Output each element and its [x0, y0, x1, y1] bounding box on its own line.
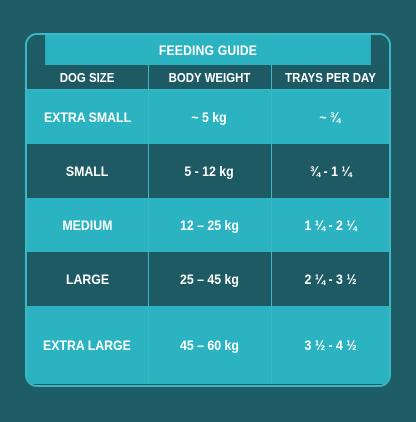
trays-per-day-cell: 2 ¼ - 3 ½: [271, 252, 389, 306]
table-row: LARGE 25 – 45 kg 2 ¼ - 3 ½: [27, 252, 389, 306]
trays-per-day-cell: ~ ¾: [271, 89, 389, 144]
body-weight-cell: ~ 5 kg: [148, 89, 272, 144]
table-row: EXTRA LARGE 45 – 60 kg 3 ½ - 4 ½: [27, 306, 389, 384]
feeding-guide-card: FEEDING GUIDE DOG SIZE BODY WEIGHT TRAYS…: [25, 33, 391, 387]
table-row: MEDIUM 12 – 25 kg 1 ¼ - 2 ¼: [27, 198, 389, 252]
body-weight-cell: 12 – 25 kg: [148, 198, 272, 252]
dog-size-cell: MEDIUM: [27, 198, 149, 252]
body-weight-cell: 45 – 60 kg: [148, 306, 272, 384]
body-weight-cell: 25 – 45 kg: [148, 252, 272, 306]
feeding-guide-title: FEEDING GUIDE: [45, 35, 371, 65]
dog-size-cell: SMALL: [27, 144, 149, 198]
column-header-body-weight: BODY WEIGHT: [148, 65, 272, 90]
table-header-row: DOG SIZE BODY WEIGHT TRAYS PER DAY: [27, 65, 389, 90]
trays-per-day-cell: ¾ - 1 ¼: [271, 144, 389, 198]
trays-per-day-cell: 3 ½ - 4 ½: [271, 306, 389, 384]
trays-per-day-cell: 1 ¼ - 2 ¼: [271, 198, 389, 252]
column-header-trays-per-day: TRAYS PER DAY: [271, 65, 389, 90]
body-weight-cell: 5 - 12 kg: [148, 144, 272, 198]
dog-size-cell: LARGE: [27, 252, 149, 306]
table-row: EXTRA SMALL ~ 5 kg ~ ¾: [27, 89, 389, 144]
dog-size-cell: EXTRA LARGE: [27, 306, 149, 384]
table-row: SMALL 5 - 12 kg ¾ - 1 ¼: [27, 144, 389, 198]
dog-size-cell: EXTRA SMALL: [27, 89, 149, 144]
feeding-guide-table: DOG SIZE BODY WEIGHT TRAYS PER DAY EXTRA…: [27, 65, 389, 384]
column-header-dog-size: DOG SIZE: [27, 65, 149, 90]
